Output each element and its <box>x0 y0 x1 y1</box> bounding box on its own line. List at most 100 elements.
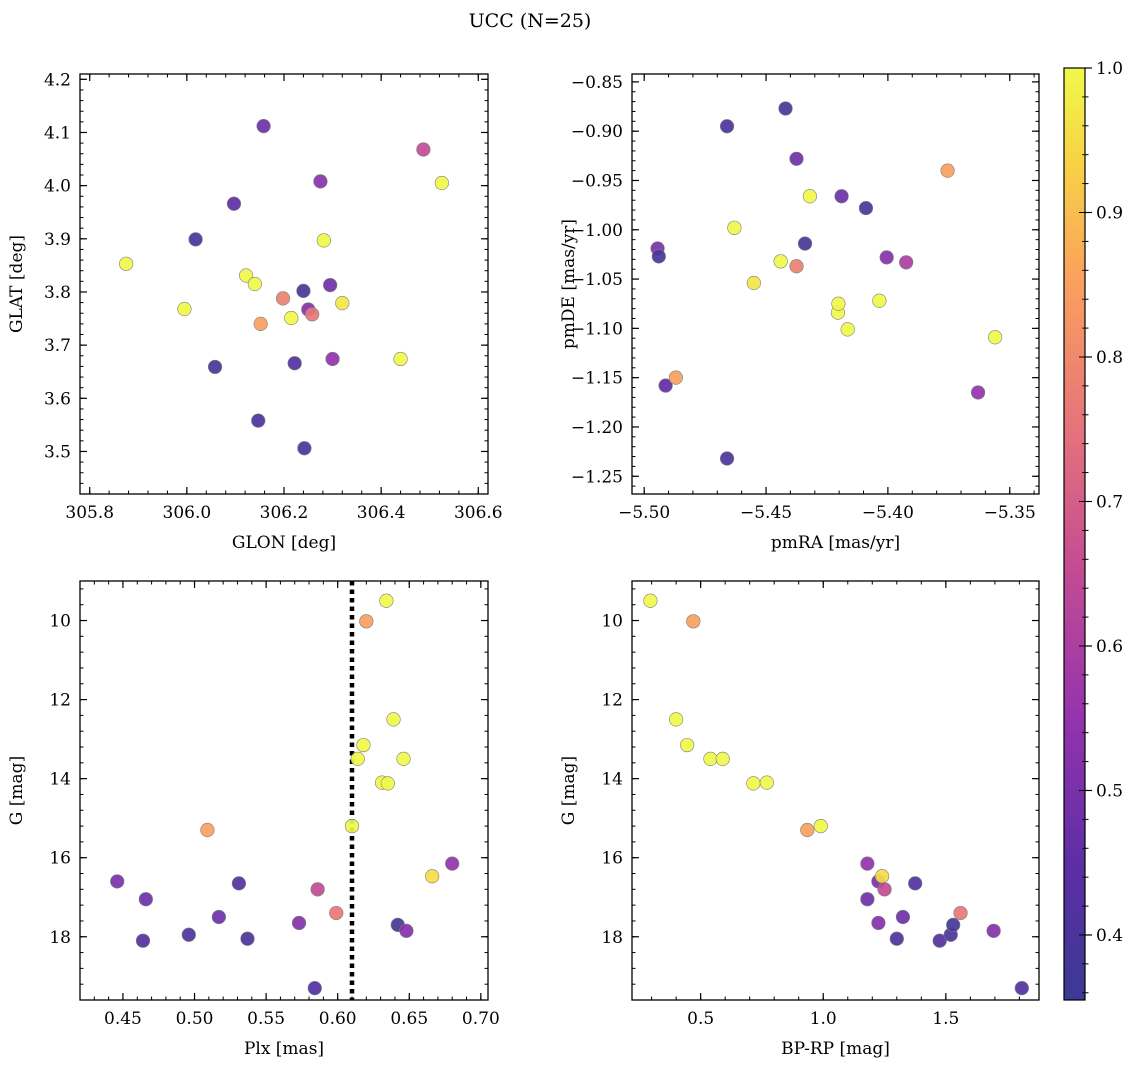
y-tick-label: 3.6 <box>44 389 71 409</box>
y-tick-label: 3.5 <box>44 442 71 462</box>
scatter-point <box>727 220 742 235</box>
scatter-point <box>680 737 695 753</box>
scatter-point <box>310 882 325 897</box>
scatter-point <box>970 385 986 400</box>
scatter-point <box>425 869 440 884</box>
scatter-point <box>399 923 414 938</box>
scatter-point <box>773 254 788 269</box>
scatter-point <box>323 277 338 293</box>
x-axis-label: BP-RP [mag] <box>781 1039 890 1059</box>
x-tick-label: −5.35 <box>984 503 1036 523</box>
y-tick-label: 4.1 <box>44 123 71 143</box>
x-tick-label: −5.50 <box>618 503 670 523</box>
panel-glon-glat: 305.8 306.0 306.2 306.4 306.6 3.5 3.6 3.7 3.8 3.9… <box>7 70 503 553</box>
scatter-point <box>746 776 761 791</box>
scatter-point <box>287 356 302 371</box>
colorbar: 0.4 0.5 0.6 0.7 0.8 0.9 1.0 <box>1063 59 1123 1001</box>
scatter-point <box>643 593 658 608</box>
scatter-point <box>445 856 460 871</box>
panels: 305.8 306.0 306.2 306.4 306.6 3.5 3.6 3.7 3.8 3.9… <box>7 70 1040 1059</box>
scatter-point <box>181 927 196 942</box>
scatter-point <box>239 268 254 283</box>
scatter-point <box>860 856 875 871</box>
colorbar-tick-label: 0.9 <box>1096 203 1123 223</box>
scatter-point <box>396 751 411 766</box>
y-tick-label: 12 <box>49 691 71 711</box>
scatter-point <box>200 822 215 838</box>
scatter-point <box>231 876 247 891</box>
y-tick-label: −1.20 <box>571 418 623 438</box>
y-tick-label: −0.85 <box>571 73 623 93</box>
scatter-point <box>177 301 192 317</box>
axes-frame <box>79 73 489 495</box>
x-tick-label: 306.2 <box>260 503 309 523</box>
x-tick-label: −5.40 <box>862 503 914 523</box>
scatter-point <box>932 933 947 948</box>
scatter-point <box>877 882 892 897</box>
y-tick-label: −0.90 <box>571 122 623 142</box>
scatter-point <box>871 915 886 931</box>
scatter-point <box>329 905 344 921</box>
axes-frame <box>631 580 1040 1001</box>
scatter-point <box>380 776 395 791</box>
x-tick-label: 306.4 <box>357 503 406 523</box>
scatter-point <box>872 293 887 308</box>
axes-frame <box>631 73 1040 495</box>
x-tick-label: 0.5 <box>687 1009 714 1029</box>
scatter-point <box>874 869 890 884</box>
y-tick-label: −1.00 <box>571 221 623 241</box>
scatter-point <box>986 923 1001 938</box>
scatter-point <box>251 413 266 428</box>
scatter-point <box>719 119 735 134</box>
y-tick-label: 18 <box>601 928 623 948</box>
scatter-point <box>789 151 804 166</box>
y-tick-label: 4.0 <box>44 177 71 197</box>
x-axis-label: GLON [deg] <box>232 533 336 553</box>
scatter-point <box>988 330 1003 345</box>
panel-bprp-g: 0.5 1.0 1.5 10 12 14 16 18 BP-RP [mag] G [mag] <box>559 580 1040 1059</box>
x-tick-label: 0.70 <box>462 1009 500 1029</box>
scatter-point <box>253 316 268 331</box>
scatter-point <box>834 189 849 204</box>
scatter-point <box>256 119 271 134</box>
scatter-point <box>1014 981 1029 996</box>
scatter-point <box>247 276 262 292</box>
scatter-point <box>434 175 449 191</box>
scatter-point <box>393 351 408 367</box>
panel-pmra-pmde: −5.50 −5.45 −5.40 −5.35 −1.25 −1.20 −1.15 −1.10… <box>559 73 1040 553</box>
x-tick-label: 0.55 <box>247 1009 285 1029</box>
scatter-point <box>860 892 875 907</box>
colorbar-tick-label: 0.7 <box>1096 492 1123 512</box>
scatter-point <box>668 370 683 385</box>
scatter-point <box>715 751 730 766</box>
x-tick-label: 306.6 <box>454 503 503 523</box>
scatter-point <box>895 909 911 925</box>
scatter-point <box>119 256 134 271</box>
scatter-point <box>802 189 818 204</box>
colorbar-tick-label: 0.4 <box>1096 926 1123 946</box>
colorbar-gradient <box>1063 67 1086 1001</box>
scatter-point <box>789 259 804 274</box>
y-tick-label: −1.05 <box>571 270 623 290</box>
scatter-point <box>797 236 813 251</box>
y-tick-label: −1.10 <box>571 319 623 339</box>
scatter-point <box>305 307 320 322</box>
scatter-point <box>379 593 394 608</box>
colorbar-tick-label: 0.5 <box>1096 781 1123 801</box>
y-tick-label: 16 <box>49 849 71 869</box>
axes-frame <box>79 580 489 1001</box>
scatter-point <box>800 822 815 838</box>
scatter-point <box>719 451 735 466</box>
y-tick-label: −1.25 <box>571 467 623 487</box>
scatter-point <box>135 933 151 948</box>
y-tick-label: 14 <box>601 770 623 790</box>
scatter-point <box>953 905 968 921</box>
scatter-point <box>703 751 718 766</box>
x-tick-label: 0.45 <box>104 1009 142 1029</box>
colorbar-tick-label: 1.0 <box>1096 59 1123 79</box>
scatter-point <box>946 917 961 932</box>
scatter-point <box>356 737 371 753</box>
y-tick-label: −0.95 <box>571 171 623 191</box>
scatter-point <box>899 255 914 270</box>
y-axis-label: G [mag] <box>7 756 27 825</box>
